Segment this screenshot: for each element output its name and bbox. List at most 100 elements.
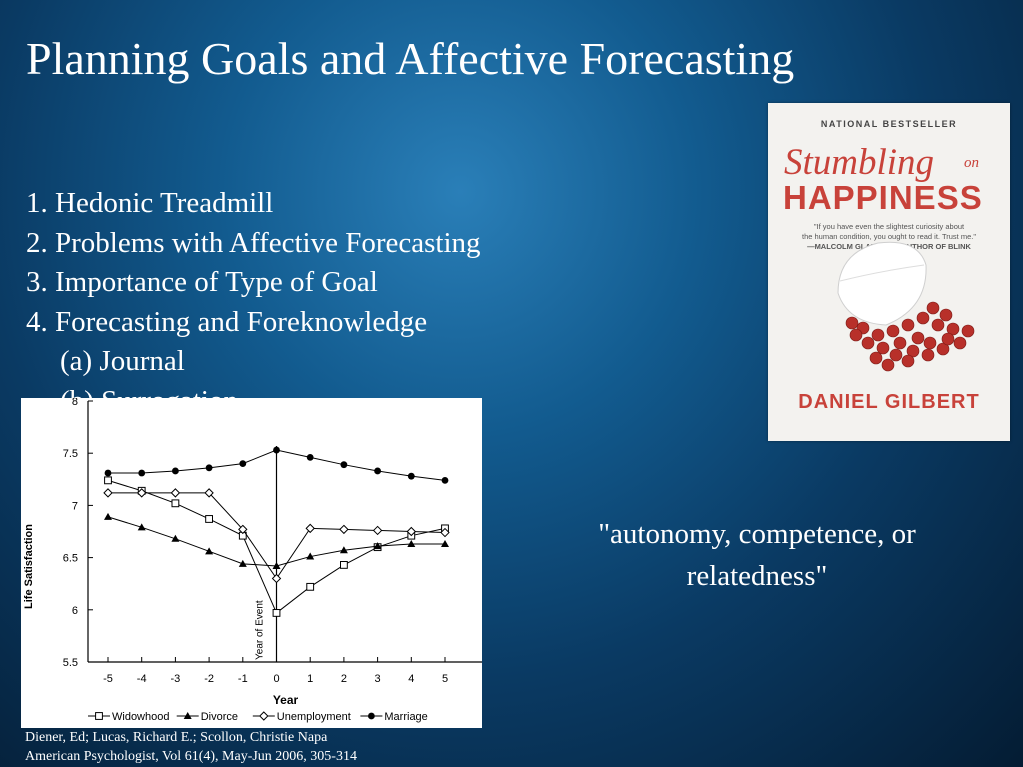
book-blurb-line: the human condition, you ought to read i…: [801, 232, 976, 241]
agenda-item: 4. Forecasting and Foreknowledge: [26, 305, 428, 338]
cherry: [961, 324, 975, 338]
x-tick-label: 1: [307, 673, 313, 685]
data-point-widowhood: [171, 499, 180, 508]
data-point-unemployment: [305, 523, 315, 534]
cherry: [881, 358, 895, 372]
legend-marker-unemployment: [259, 711, 269, 721]
data-point-divorce: [272, 561, 281, 569]
cherry: [901, 318, 915, 332]
book-author: DANIEL GILBERT: [798, 391, 980, 413]
cherry: [893, 336, 907, 350]
x-tick-label: -1: [238, 673, 248, 685]
x-tick-label: -2: [204, 673, 214, 685]
data-point-marriage: [205, 464, 213, 472]
cherry: [923, 336, 937, 350]
data-point-marriage: [104, 469, 112, 477]
year-of-event-label: Year of Event: [255, 600, 266, 660]
agenda-item: 3. Importance of Type of Goal: [26, 266, 378, 298]
legend-label-divorce: Divorce: [201, 711, 238, 723]
data-point-unemployment: [440, 527, 450, 538]
data-point-divorce: [306, 552, 315, 560]
data-point-marriage: [441, 476, 449, 484]
book-cover: NATIONAL BESTSELLER Stumbling on HAPPINE…: [768, 103, 1010, 441]
y-tick-label: 6.5: [63, 553, 78, 565]
cherry: [869, 351, 883, 365]
agenda-item: 1. Hedonic Treadmill: [26, 187, 274, 219]
data-point-marriage: [273, 446, 280, 454]
cherry: [936, 342, 950, 356]
x-tick-label: 2: [341, 673, 347, 685]
legend-label-unemployment: Unemployment: [277, 711, 351, 723]
data-point-divorce: [441, 540, 449, 548]
data-point-divorce: [137, 523, 146, 531]
cherry: [916, 311, 930, 325]
data-point-divorce: [205, 547, 214, 555]
data-point-unemployment: [238, 524, 248, 535]
cherry: [926, 301, 940, 315]
legend-marker-divorce: [183, 712, 192, 719]
data-point-marriage: [340, 461, 348, 469]
data-point-unemployment: [372, 525, 383, 536]
data-point-divorce: [171, 534, 180, 542]
x-tick-label: 3: [375, 673, 381, 685]
cherry: [886, 324, 900, 338]
cherry: [901, 354, 915, 368]
citation-line: Diener, Ed; Lucas, Richard E.; Scollon, …: [25, 730, 328, 745]
x-tick-label: 5: [442, 673, 448, 685]
data-point-widowhood: [306, 582, 315, 591]
data-point-divorce: [373, 542, 382, 550]
cherry: [845, 316, 859, 330]
y-tick-label: 7.5: [63, 448, 78, 460]
data-point-widowhood: [104, 476, 112, 485]
quote-line: relatedness": [686, 560, 828, 592]
citation-line: American Psychologist, Vol 61(4), May-Ju…: [25, 749, 357, 764]
cherry: [953, 336, 967, 350]
book-badge: NATIONAL BESTSELLER: [820, 119, 958, 129]
cherry: [921, 348, 935, 362]
data-point-widowhood: [272, 609, 281, 617]
cherry: [861, 336, 875, 350]
cherry: [931, 318, 945, 332]
citation: Diener, Ed; Lucas, Richard E.; Scollon, …: [25, 728, 357, 766]
x-tick-label: -4: [137, 673, 147, 685]
cherry: [911, 331, 925, 345]
x-tick-label: -3: [171, 673, 181, 685]
x-tick-label: 4: [408, 673, 414, 685]
cherry: [939, 308, 953, 322]
data-point-unemployment: [339, 524, 349, 535]
data-point-marriage: [374, 467, 381, 475]
cherry: [849, 328, 863, 342]
book-blurb-line: "If you have even the slightest curiosit…: [813, 222, 965, 231]
book-title-stumbling: Stumbling: [784, 142, 935, 183]
legend-label-widowhood: Widowhood: [112, 711, 169, 723]
data-point-unemployment: [136, 488, 147, 498]
cherry: [889, 348, 903, 362]
data-point-divorce: [339, 546, 348, 554]
x-axis-label: Year: [273, 693, 299, 707]
life-satisfaction-chart: 5.5 6 6.5 7 7.5 8 -5 -4 -3 -2 -1 0 1 2 3 4 5 Year of Even…: [21, 396, 483, 728]
data-point-marriage: [138, 469, 146, 477]
data-point-marriage: [306, 453, 314, 461]
legend-label-marriage: Marriage: [384, 711, 427, 723]
data-point-marriage: [407, 472, 415, 480]
data-point-widowhood: [205, 515, 213, 523]
cherry: [941, 332, 955, 346]
agenda-list: 1. Hedonic Treadmill 2. Problems with Af…: [26, 184, 481, 421]
book-title-on: on: [964, 155, 979, 171]
data-point-divorce: [104, 512, 112, 520]
data-point-marriage: [239, 460, 247, 468]
agenda-item: 2. Problems with Affective Forecasting: [26, 226, 481, 259]
data-point-divorce: [407, 540, 416, 548]
book-title-happiness: HAPPINESS: [783, 179, 983, 216]
y-tick-label: 6: [72, 605, 78, 617]
data-point-unemployment: [204, 488, 214, 498]
data-point-unemployment: [271, 573, 282, 584]
cherry: [906, 344, 920, 358]
y-tick-label: 7: [72, 500, 78, 512]
cherry: [946, 322, 960, 336]
data-point-widowhood: [340, 561, 348, 569]
data-point-unemployment: [406, 526, 417, 537]
y-axis-label: Life Satisfaction: [23, 524, 35, 609]
x-tick-label: -5: [103, 673, 113, 685]
quote-line: "autonomy, competence, or: [598, 518, 916, 550]
